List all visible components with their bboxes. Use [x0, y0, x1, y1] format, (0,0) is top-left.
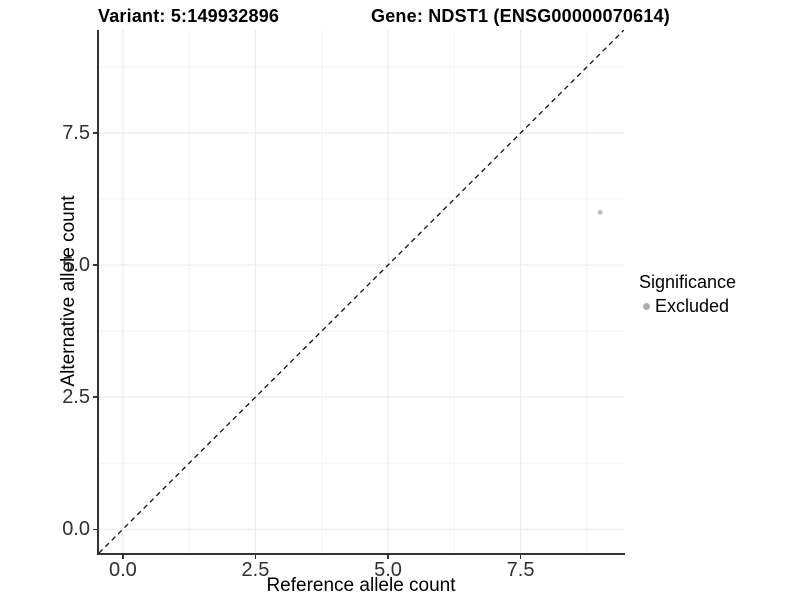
legend-item-label: Excluded: [655, 296, 730, 316]
plot-title-gene: Gene: NDST1 (ENSG00000070614): [371, 6, 670, 26]
legend-key-dot-icon: [643, 303, 650, 310]
legend-item-excluded: Excluded: [639, 296, 736, 317]
plot-panel: [98, 29, 625, 554]
x-tick-label: 0.0: [108, 559, 137, 581]
x-tick-label: 7.5: [506, 559, 535, 581]
y-tick-mark: [92, 132, 98, 134]
legend: Significance Excluded: [639, 272, 736, 317]
x-tick-label: 5.0: [374, 559, 402, 581]
y-tick-label: 5.0: [62, 254, 90, 277]
y-tick-mark: [92, 396, 98, 398]
x-tick-mark: [254, 554, 257, 560]
plot-area: [98, 29, 625, 554]
x-axis-title: Reference allele count: [266, 575, 456, 596]
y-tick-label: 2.5: [62, 386, 90, 409]
y-tick-mark: [92, 264, 98, 266]
legend-title: Significance: [639, 272, 737, 292]
plot-title-variant: Variant: 5:149932896: [98, 6, 280, 26]
y-tick-label: 0.0: [62, 518, 90, 541]
y-tick-label: 7.5: [62, 122, 90, 144]
identity-dashed-line: [98, 29, 625, 554]
x-tick-mark: [122, 554, 124, 560]
x-tick-mark: [519, 554, 522, 560]
y-axis-line: [97, 30, 99, 555]
x-axis-line: [97, 553, 626, 555]
legend-items: Excluded: [639, 296, 736, 317]
data-point: [597, 209, 603, 215]
x-tick-mark: [387, 554, 389, 560]
y-axis-title: Alternative allele count: [58, 195, 79, 387]
x-tick-label: 2.5: [241, 559, 270, 581]
y-tick-mark: [92, 528, 98, 530]
